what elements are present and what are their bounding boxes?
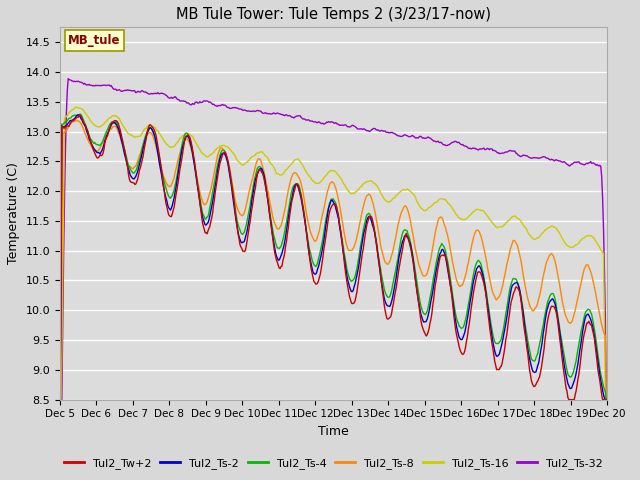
Title: MB Tule Tower: Tule Temps 2 (3/23/17-now): MB Tule Tower: Tule Temps 2 (3/23/17-now…	[176, 7, 491, 22]
Text: MB_tule: MB_tule	[68, 34, 121, 47]
Legend: Tul2_Tw+2, Tul2_Ts-2, Tul2_Ts-4, Tul2_Ts-8, Tul2_Ts-16, Tul2_Ts-32: Tul2_Tw+2, Tul2_Ts-2, Tul2_Ts-4, Tul2_Ts…	[60, 454, 607, 473]
Y-axis label: Temperature (C): Temperature (C)	[7, 163, 20, 264]
X-axis label: Time: Time	[318, 425, 349, 438]
